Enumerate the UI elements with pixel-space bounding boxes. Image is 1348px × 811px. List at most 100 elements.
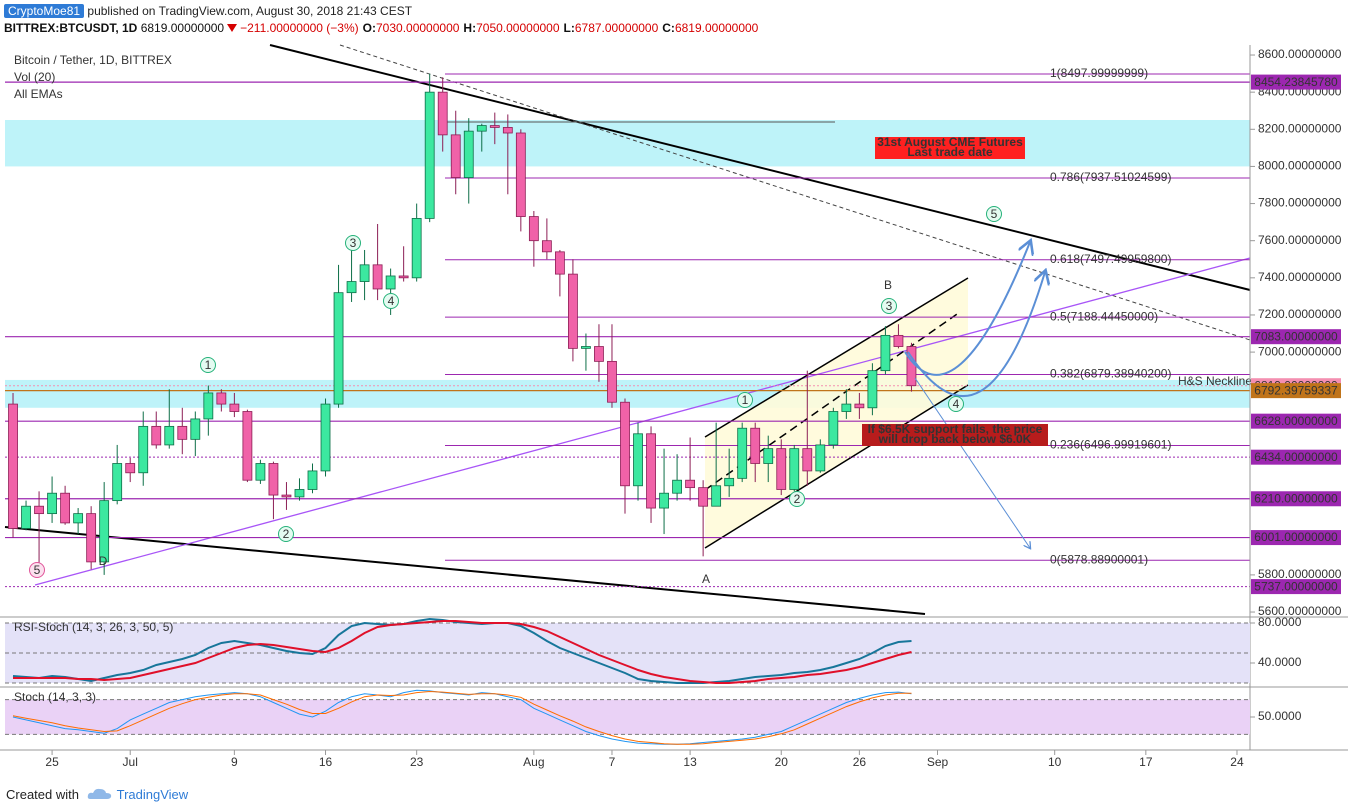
fib-label: 0(5878.88900001) <box>1050 552 1148 566</box>
candle-body <box>711 485 722 507</box>
y-tick-label: 7200.00000000 <box>1258 307 1342 321</box>
candle-body <box>854 403 865 409</box>
candle-body <box>99 500 110 563</box>
projection-arrow <box>914 377 1030 548</box>
candle-body <box>268 463 279 496</box>
candle-body <box>112 463 123 502</box>
x-tick-label: 23 <box>410 755 424 769</box>
level-label: 6210.00000000 <box>1254 491 1338 505</box>
wave-circle <box>278 526 294 542</box>
ohlc-label: L: <box>563 21 575 35</box>
neckline-label: H&S Neckline <box>1178 374 1252 388</box>
wave-label: 2 <box>283 527 290 541</box>
candle-body <box>138 425 149 474</box>
x-tick-label: Aug <box>523 755 544 769</box>
candle-body <box>411 218 422 279</box>
wave-label: 3 <box>350 236 357 250</box>
note-text: If $6.5K support fails, the price <box>868 422 1043 436</box>
ohlc-value: 7050.00000000 <box>476 21 560 35</box>
level-label: 7083.00000000 <box>1254 329 1338 343</box>
wave-letter: D <box>99 554 108 568</box>
level-label: 5737.00000000 <box>1254 579 1338 593</box>
candle-body <box>789 448 800 490</box>
wave-letter: B <box>884 278 892 292</box>
trend-line <box>339 44 1251 341</box>
level-box <box>1251 449 1341 465</box>
candle-body <box>659 492 669 509</box>
layers: 1(8497.99999999) 0.786(7937.51024599) 0.61… <box>0 44 1348 769</box>
candle-body <box>216 392 227 405</box>
candle-body <box>229 403 240 412</box>
footer-text: Created with <box>6 787 79 802</box>
wave-label: 2 <box>794 492 801 506</box>
wave-label: 5 <box>34 563 41 577</box>
x-tick-label: 7 <box>609 755 616 769</box>
x-tick-label: 17 <box>1139 755 1153 769</box>
candle-body <box>607 360 617 403</box>
y-tick-label: 7600.00000000 <box>1258 233 1342 247</box>
x-tick-label: 26 <box>853 755 867 769</box>
trend-line <box>4 526 926 615</box>
logo <box>87 788 111 799</box>
band-fill <box>5 699 1250 735</box>
author[interactable]: CryptoMoe81 <box>4 4 85 18</box>
ohlc-value: 6787.00000000 <box>574 21 659 35</box>
x-tick-label: Jul <box>123 755 138 769</box>
candle-body <box>763 448 774 464</box>
x-tick-label: 10 <box>1048 755 1062 769</box>
note-box <box>862 424 1048 446</box>
level-box <box>1251 74 1341 90</box>
ohlc: O:7030.00000000 H:7050.00000000 L:6787.000… <box>359 21 759 35</box>
candle-body <box>333 292 344 405</box>
level-box <box>1251 383 1341 399</box>
candle-body <box>737 427 748 479</box>
note-text: Last trade date <box>907 145 993 159</box>
trend-line <box>704 277 969 438</box>
candle-body <box>203 392 214 420</box>
wave-letter: A <box>702 572 710 586</box>
footer-brand[interactable]: TradingView <box>116 787 189 802</box>
fib-label: 0.786(7937.51024599) <box>1050 170 1171 184</box>
oscillator-line <box>13 620 912 684</box>
candle-body <box>385 275 396 290</box>
ohlc-label: C: <box>662 21 675 35</box>
candle-body <box>164 425 175 446</box>
wave-circle <box>345 235 361 251</box>
wave-circle <box>881 298 897 314</box>
candle-body <box>151 425 162 446</box>
candle-body <box>424 91 435 219</box>
trend-line <box>269 44 1251 291</box>
x-tick-label: 25 <box>45 755 59 769</box>
header: CryptoMoe81 published on TradingView.com… <box>4 3 412 19</box>
chart-title: Bitcoin / Tether, 1D, BITTREX <box>14 53 172 67</box>
level-box <box>1251 491 1341 507</box>
x-tick-label: 24 <box>1230 755 1244 769</box>
ohlc-label: H: <box>463 21 477 35</box>
y-tick-label: 5800.00000000 <box>1258 567 1342 581</box>
fib-label: 0.5(7188.44450000) <box>1050 309 1158 323</box>
candle-body <box>177 425 188 440</box>
wave-circle <box>200 357 216 373</box>
footer: Created with TradingView <box>6 785 188 802</box>
y-tick-label: 8600.00000000 <box>1258 47 1342 61</box>
candle-body <box>476 125 487 132</box>
candle-body <box>594 346 604 362</box>
wave-circle <box>383 293 399 309</box>
wave-circle <box>948 396 964 412</box>
candle-body <box>372 264 383 290</box>
candle-body <box>398 275 409 279</box>
trend-line <box>704 384 969 549</box>
level-label: 6628.00000000 <box>1254 414 1338 428</box>
symbol-bar: BITTREX:BTCUSDT, 1D 6819.00000000 −211.00… <box>4 21 758 35</box>
candle-body <box>437 91 448 136</box>
indicator-label: All EMAs <box>14 87 63 101</box>
y-tick-label: 7400.00000000 <box>1258 270 1342 284</box>
y-tick-label: 5600.00000000 <box>1258 604 1342 618</box>
level-label: 6434.00000000 <box>1254 450 1338 464</box>
candle-body <box>502 127 513 134</box>
pane-title: Stoch (14, 3, 3) <box>14 690 96 704</box>
fib-label: 0.382(6879.38940200) <box>1050 367 1171 381</box>
candle-body <box>698 487 709 507</box>
y-tick-label: 8200.00000000 <box>1258 121 1342 135</box>
